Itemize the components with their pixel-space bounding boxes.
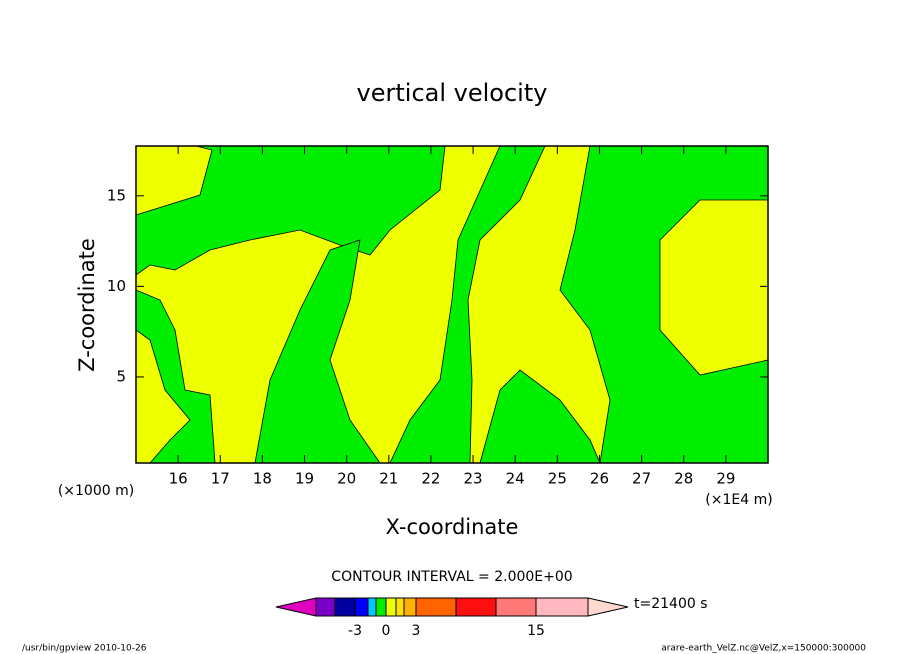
x-tick-label: 26 (590, 470, 609, 488)
x-tick-label: 25 (548, 470, 567, 488)
colorbar-segment (354, 597, 369, 617)
contour-interval: CONTOUR INTERVAL = 2.000E+00 (331, 569, 572, 585)
colorbar-label: 3 (412, 623, 421, 639)
colorbar: -3 0 3 15 (275, 597, 629, 639)
colorbar-segment (415, 597, 457, 617)
colorbar-segment (455, 597, 497, 617)
y-tick-label: 5 (116, 367, 126, 385)
y-tick-label: 15 (107, 186, 126, 204)
y-tick-label: 10 (107, 277, 126, 295)
colorbar-segment (395, 597, 405, 617)
x-tick-label: 20 (337, 470, 356, 488)
x-unit: (×1E4 m) (705, 492, 772, 508)
colorbar-segment (535, 597, 589, 617)
x-tick-label: 27 (632, 470, 651, 488)
x-tick-label: 17 (211, 470, 230, 488)
chart-title: vertical velocity (357, 79, 548, 107)
footer-left: /usr/bin/gpview 2010-10-26 (22, 644, 147, 654)
colorbar-segment (367, 597, 377, 617)
colorbar-label: 0 (382, 623, 391, 639)
colorbar-segment (334, 597, 356, 617)
colorbar-end (275, 597, 317, 617)
plot-frame (135, 145, 769, 464)
x-axis-label: X-coordinate (386, 515, 519, 539)
colorbar-segment (403, 597, 417, 617)
x-tick-label: 19 (295, 470, 314, 488)
colorbar-end (587, 597, 629, 617)
colorbar-label: -3 (348, 623, 362, 639)
x-tick-label: 24 (506, 470, 525, 488)
x-tick-label: 22 (421, 470, 440, 488)
x-tick-label: 16 (169, 470, 188, 488)
contour-field (135, 145, 769, 464)
colorbar-segment (385, 597, 397, 617)
x-tick-label: 21 (379, 470, 398, 488)
time-label: t=21400 s (634, 596, 708, 612)
x-tick-label: 18 (253, 470, 272, 488)
colorbar-segment (375, 597, 387, 617)
y-axis-label: Z-coordinate (75, 238, 99, 372)
colorbar-label: 15 (527, 623, 545, 639)
x-tick-label: 29 (716, 470, 735, 488)
x-tick-label: 28 (674, 470, 693, 488)
contour-region (254, 239, 381, 464)
x-tick-label: 23 (464, 470, 483, 488)
colorbar-segment (315, 597, 336, 617)
y-unit: (×1000 m) (58, 483, 134, 499)
colorbar-segment (495, 597, 537, 617)
footer-right: arare-earth_VelZ.nc@VelZ,x=150000:300000 (661, 644, 866, 654)
